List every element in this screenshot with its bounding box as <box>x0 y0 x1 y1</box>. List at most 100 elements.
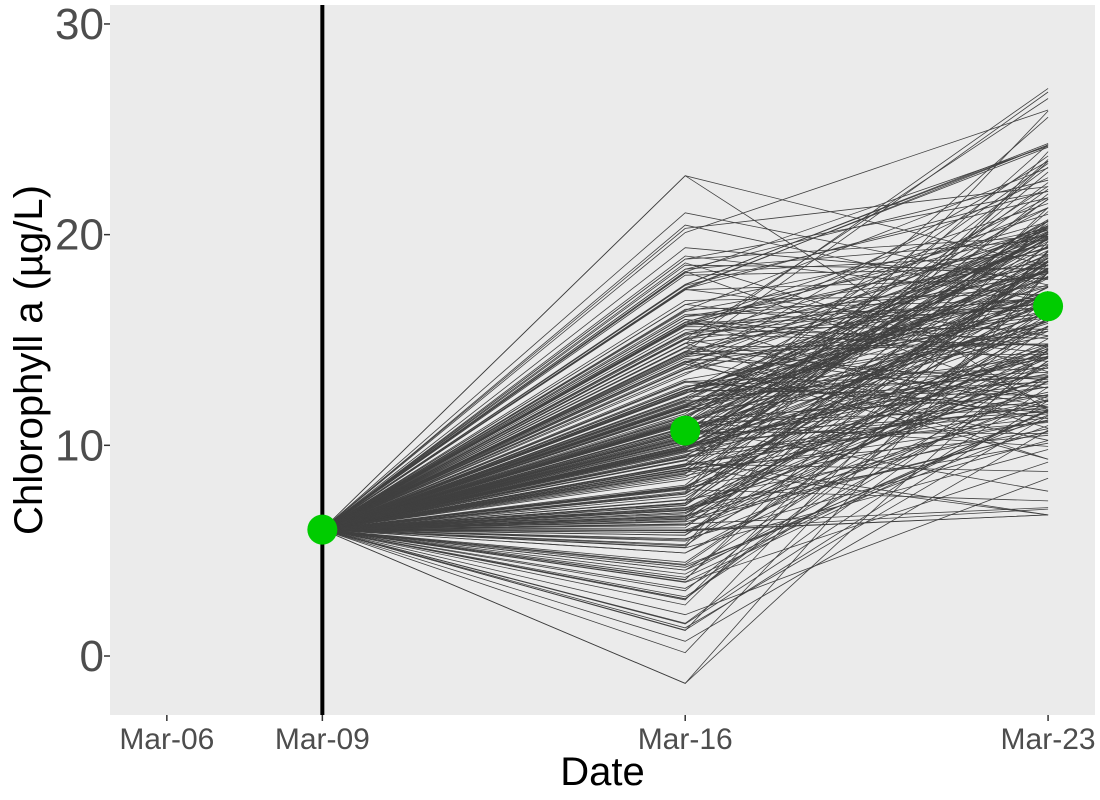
ensemble-line <box>322 246 1049 530</box>
ensemble-line <box>322 250 1049 606</box>
y-tick-label: 0 <box>80 632 104 681</box>
ensemble-line <box>322 350 1049 571</box>
x-axis: Mar-06 Mar-09 Mar-16 Mar-23 <box>119 715 1096 756</box>
ensemble-line <box>322 467 1049 530</box>
ensemble-line <box>322 338 1049 533</box>
ensemble-line <box>322 224 1049 530</box>
ensemble-line <box>322 297 1049 592</box>
ensemble-line <box>322 250 1049 631</box>
ensemble-line <box>322 221 1049 530</box>
ensemble-line <box>322 247 1049 530</box>
ensemble-line <box>322 307 1049 530</box>
ensemble-line <box>322 255 1049 530</box>
ensemble-line <box>322 261 1049 530</box>
observation-point <box>670 415 701 446</box>
ensemble-line <box>322 244 1049 530</box>
x-axis-title: Date <box>560 750 645 794</box>
ensemble-line <box>322 477 1049 616</box>
ensemble-line <box>322 159 1049 530</box>
ensemble-line <box>322 293 1049 530</box>
x-tick-label: Mar-23 <box>1001 723 1096 756</box>
ensemble-line <box>322 241 1049 601</box>
ensemble-line <box>322 225 1049 530</box>
ensemble-line <box>322 367 1049 530</box>
ensemble-line <box>322 292 1049 530</box>
ensemble-line <box>322 261 1049 530</box>
ensemble-line <box>322 360 1049 598</box>
ensemble-line <box>322 144 1049 530</box>
ensemble-line <box>322 429 1049 642</box>
ensemble-line <box>322 239 1049 530</box>
ensemble-line <box>322 277 1049 530</box>
ensemble-line <box>322 254 1049 530</box>
ensemble-line <box>322 191 1049 530</box>
x-tick-label: Mar-16 <box>638 723 733 756</box>
ensemble-lines <box>322 88 1049 684</box>
ensemble-line <box>322 360 1049 530</box>
ensemble-line <box>322 171 1049 530</box>
ensemble-line <box>322 220 1049 581</box>
ensemble-line <box>322 186 1049 530</box>
ensemble-line <box>322 305 1049 530</box>
ensemble-line <box>322 193 1049 530</box>
ensemble-line <box>322 349 1049 684</box>
y-tick-label: 10 <box>55 421 104 470</box>
ensemble-line <box>322 188 1049 530</box>
ensemble-line <box>322 347 1049 530</box>
ensemble-line <box>322 296 1049 530</box>
ensemble-line <box>322 425 1049 566</box>
ensemble-line <box>322 328 1049 530</box>
observation-point <box>307 514 338 545</box>
y-axis-title: Chlorophyll a (µg/L) <box>7 185 51 535</box>
ensemble-line <box>322 346 1049 530</box>
ensemble-line <box>322 229 1049 530</box>
y-tick-label: 30 <box>55 0 104 49</box>
x-tick-label: Mar-06 <box>119 723 214 756</box>
ensemble-line <box>322 381 1049 575</box>
ensemble-line <box>322 507 1049 530</box>
y-axis: 0 10 20 30 <box>55 0 110 681</box>
observation-points <box>307 291 1064 545</box>
ensemble-line <box>322 386 1049 625</box>
ensemble-line <box>322 155 1049 530</box>
ensemble-line <box>322 338 1049 530</box>
ensemble-line <box>322 357 1049 530</box>
ensemble-line <box>322 356 1049 530</box>
ensemble-line <box>322 363 1049 530</box>
ensemble-line <box>322 440 1049 540</box>
ensemble-line <box>322 489 1049 530</box>
ensemble-line <box>322 226 1049 530</box>
ensemble-line <box>322 88 1049 530</box>
ensemble-line <box>322 399 1049 530</box>
ensemble-line <box>322 300 1049 530</box>
x-tick-label: Mar-09 <box>275 723 370 756</box>
ensemble-line <box>322 353 1049 530</box>
ensemble-line <box>322 211 1049 530</box>
ensemble-line <box>322 144 1049 530</box>
ensemble-line <box>322 231 1049 530</box>
ensemble-line <box>322 160 1049 530</box>
y-tick-label: 20 <box>55 211 104 260</box>
ensemble-line <box>322 344 1049 530</box>
ensemble-line <box>322 325 1049 530</box>
ensemble-line <box>322 262 1049 530</box>
ensemble-line <box>322 406 1049 530</box>
ensemble-line <box>322 109 1049 530</box>
ensemble-line <box>322 299 1049 530</box>
ensemble-line <box>322 175 1049 530</box>
ensemble-line <box>322 228 1049 530</box>
ensemble-line <box>322 461 1049 583</box>
observation-point <box>1033 291 1064 322</box>
ensemble-line <box>322 318 1049 530</box>
ensemble-line <box>322 319 1049 530</box>
ensemble-line <box>322 376 1049 589</box>
ensemble-line <box>322 514 1049 531</box>
ensemble-line <box>322 371 1049 530</box>
ensemble-line <box>322 230 1049 530</box>
ensemble-line <box>322 380 1049 554</box>
ensemble-line <box>322 335 1049 530</box>
ensemble-line <box>322 260 1049 530</box>
ensemble-line <box>322 247 1049 530</box>
ensemble-line <box>322 286 1049 530</box>
